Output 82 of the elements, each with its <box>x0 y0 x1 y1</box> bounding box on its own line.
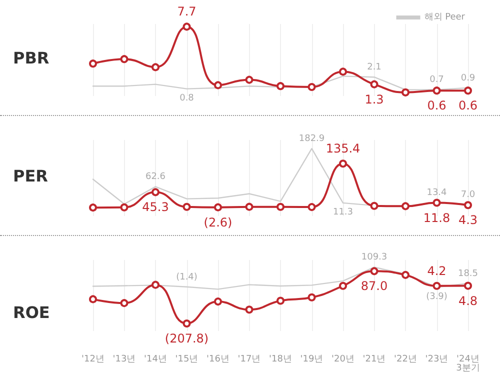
point <box>214 298 222 306</box>
point <box>182 22 191 31</box>
point <box>339 282 347 290</box>
x-tick-label: '19년 <box>300 354 324 364</box>
data-label: 62.6 <box>145 172 166 182</box>
data-label: 11.3 <box>332 207 354 218</box>
x-tick-label: '16년 <box>206 354 230 364</box>
x-tick-label: '21년 <box>362 354 386 364</box>
data-label: 135.4 <box>326 142 360 156</box>
point <box>402 202 410 210</box>
data-label: 2.1 <box>367 62 382 73</box>
data-label: 45.3 <box>142 200 169 214</box>
x-tick-label: '24년 3분기 <box>456 354 480 374</box>
data-label: 87.0 <box>360 279 388 294</box>
x-tick-label: '13년 <box>112 354 136 364</box>
legend-label: 해외 Peer <box>424 12 466 22</box>
data-label: 13.4 <box>426 188 448 198</box>
point <box>402 88 410 96</box>
point <box>245 306 254 314</box>
point <box>402 270 410 279</box>
point <box>339 68 347 76</box>
point <box>120 203 128 212</box>
text: PBR <box>13 48 50 68</box>
data-label: 0.6 <box>458 98 478 113</box>
x-tick-label: '18년 <box>269 354 292 364</box>
point <box>120 55 128 64</box>
point <box>370 80 378 88</box>
point <box>464 201 472 210</box>
data-label: (207.8) <box>164 332 209 346</box>
data-label: (3.9) <box>426 292 448 302</box>
point <box>276 82 284 90</box>
data-label: 4.3 <box>458 213 478 228</box>
point <box>276 296 284 305</box>
point <box>339 160 347 168</box>
point <box>245 76 254 84</box>
point <box>308 293 316 302</box>
data-label: (2.6) <box>204 215 232 230</box>
point <box>432 86 441 95</box>
point <box>308 203 316 212</box>
x-tick-label: '20년 <box>332 354 354 364</box>
point <box>214 203 222 212</box>
x-tick-label: '17년 <box>238 354 261 364</box>
point <box>432 282 441 290</box>
text: ROE <box>13 303 50 322</box>
point <box>89 204 97 212</box>
data-label: 0.8 <box>180 93 194 104</box>
x-tick-label: '23년 <box>425 354 448 364</box>
point <box>245 202 254 211</box>
x-tick-label: '22년 <box>394 354 417 364</box>
point <box>152 188 160 196</box>
text: PER <box>13 166 48 186</box>
point <box>89 60 97 68</box>
x-tick-label: '12년 <box>82 354 104 364</box>
data-label: 11.8 <box>423 210 450 225</box>
data-label: 7.0 <box>460 190 476 200</box>
point <box>464 86 472 95</box>
point <box>276 202 284 211</box>
data-label: 18.5 <box>458 268 478 279</box>
data-label: 0.7 <box>430 75 444 86</box>
data-label: 0.6 <box>427 98 446 113</box>
point <box>464 282 472 290</box>
x-tick-label: '14년 <box>144 354 167 364</box>
point <box>214 81 222 90</box>
point <box>370 267 378 276</box>
point <box>152 280 160 289</box>
point <box>182 320 191 328</box>
data-label: 4.8 <box>458 294 478 308</box>
point <box>182 202 191 211</box>
data-label: 7.7 <box>177 4 196 19</box>
point <box>152 63 160 72</box>
data-label: 4.2 <box>427 264 446 278</box>
point <box>370 202 378 210</box>
data-label: (1.4) <box>176 272 198 282</box>
point <box>89 295 97 304</box>
point <box>308 83 316 91</box>
point <box>120 299 128 308</box>
data-label: 1.3 <box>364 92 384 106</box>
data-label: 109.3 <box>361 252 388 263</box>
point <box>432 198 441 207</box>
data-label: 182.9 <box>298 134 325 144</box>
x-tick-label: '15년 <box>175 354 198 364</box>
data-label: 0.9 <box>460 73 476 84</box>
